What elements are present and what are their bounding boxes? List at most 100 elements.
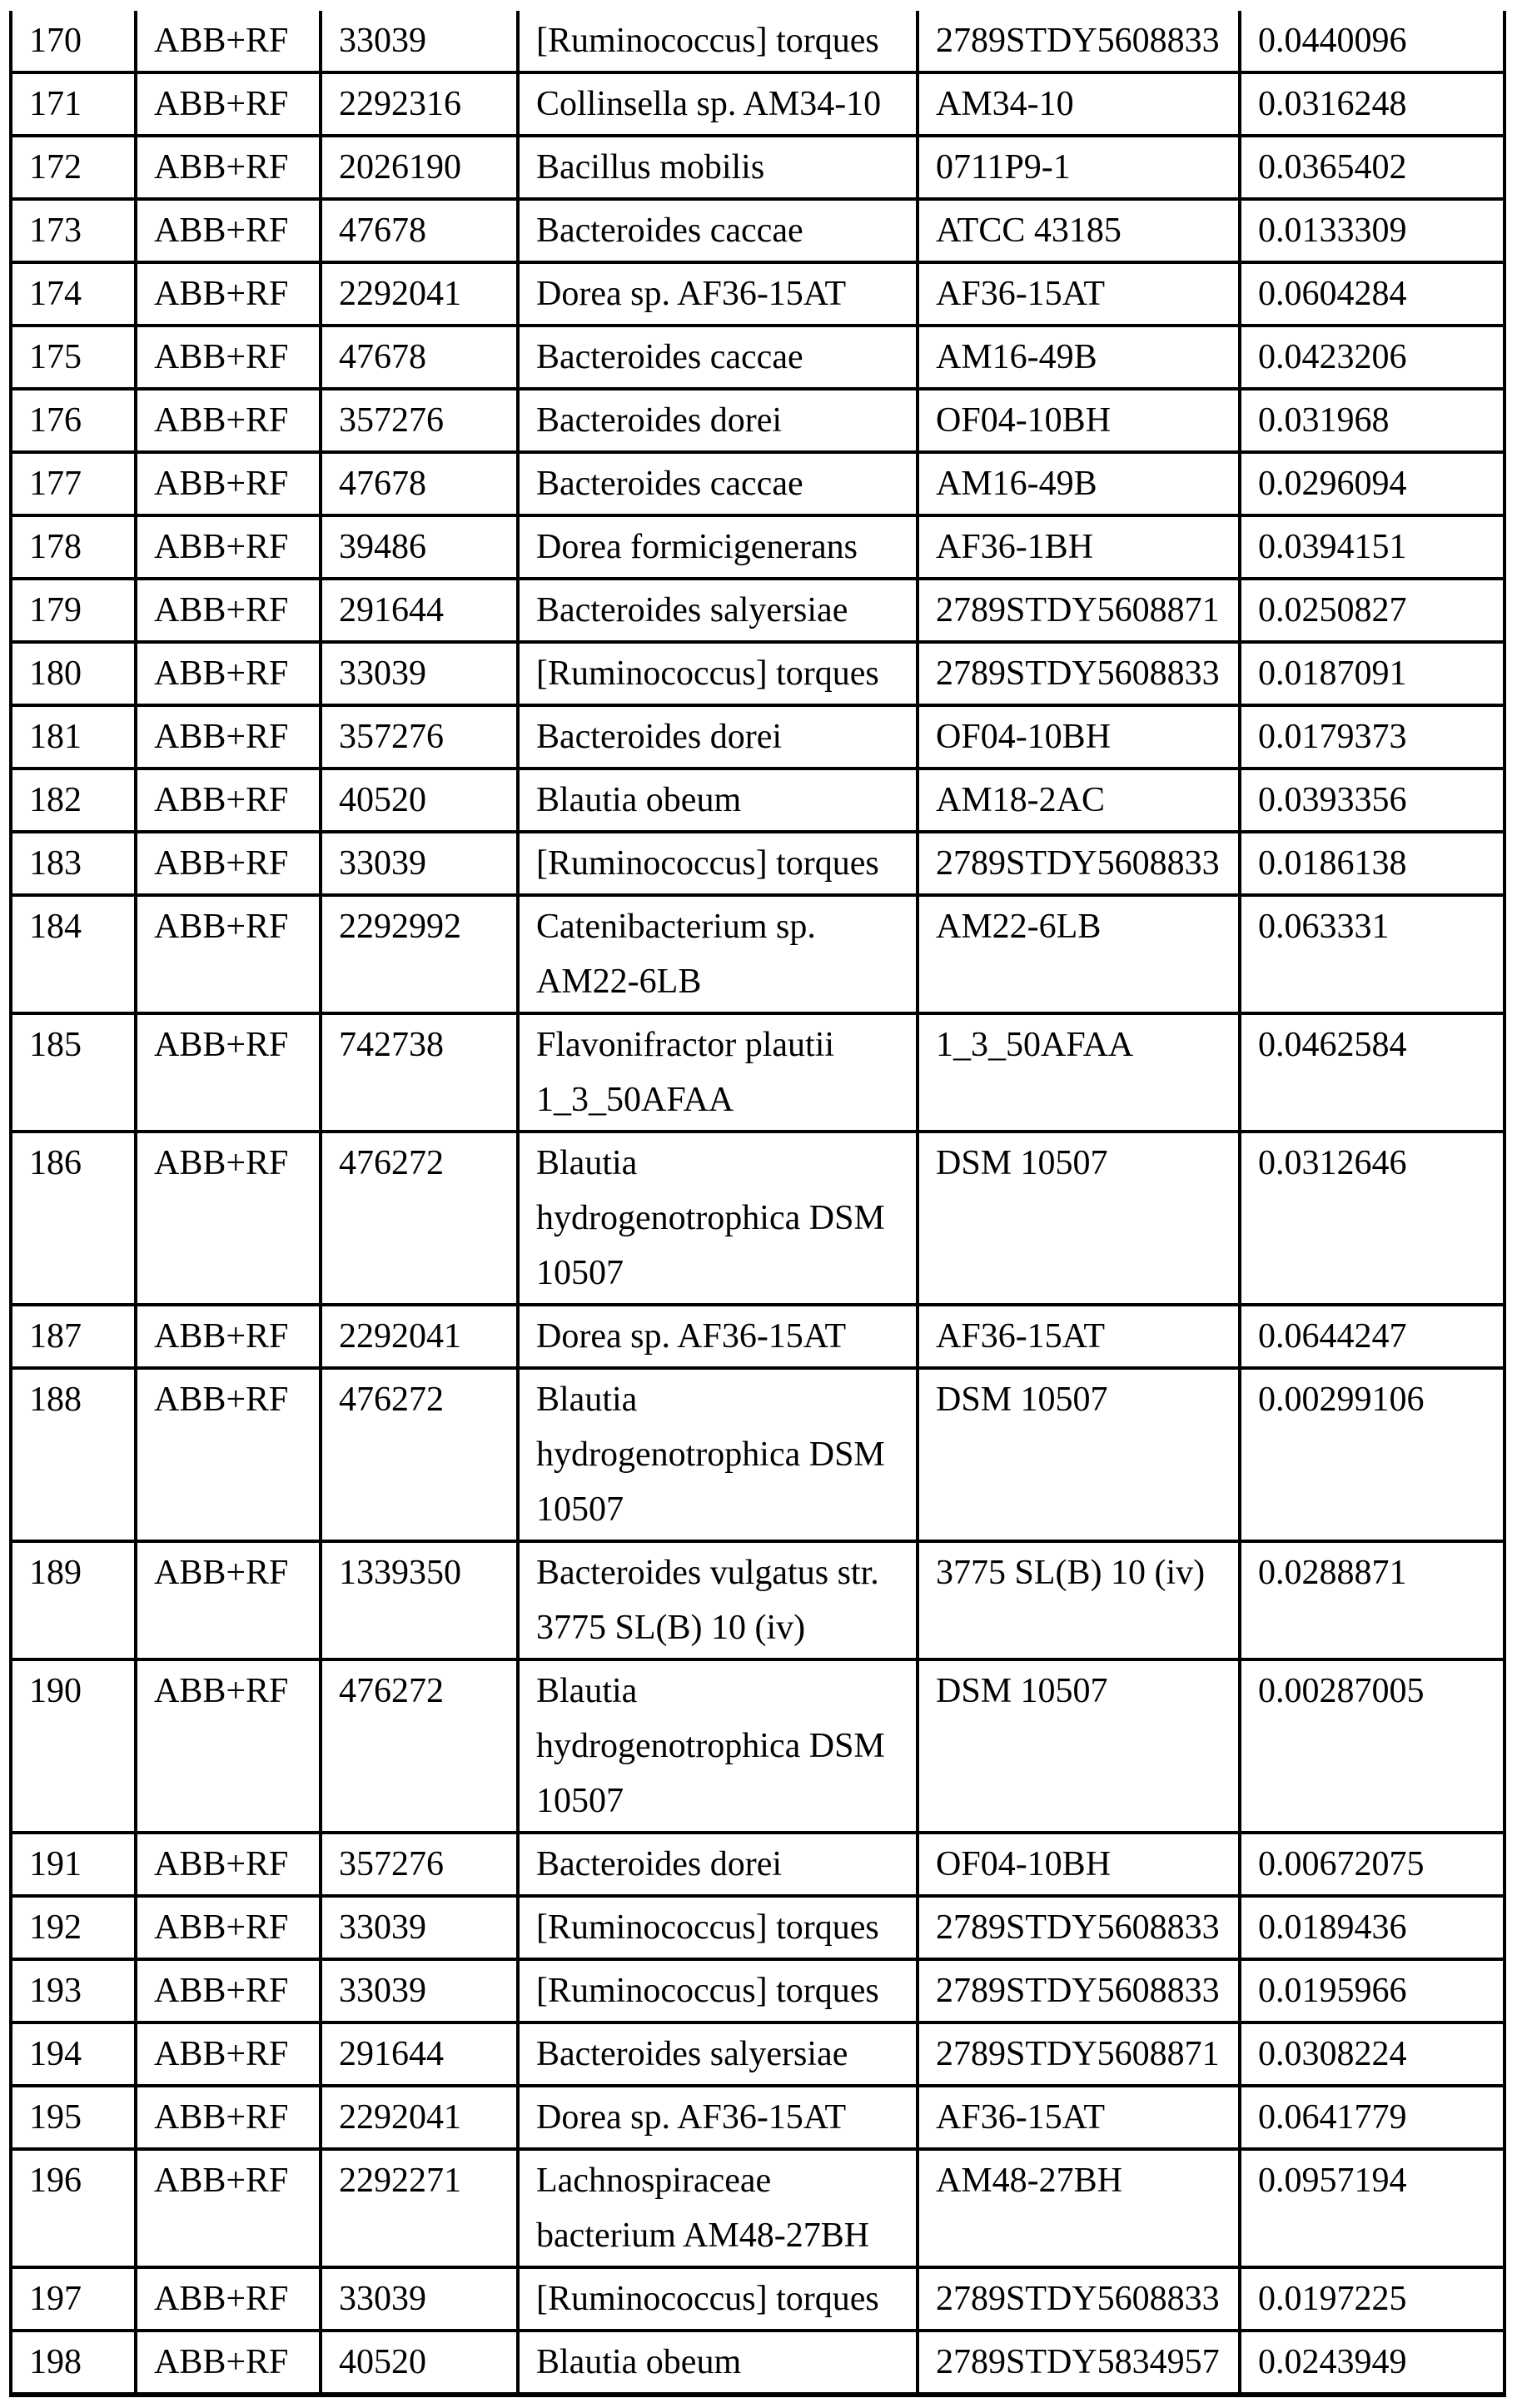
cell-taxid: 2292041 (319, 2084, 520, 2151)
table-row: 196 ABB+RF 2292271 Lachnospiraceae bacte… (9, 2147, 1506, 2269)
cell-row-number: 171 (9, 71, 137, 137)
cell-row-number: 194 (9, 2021, 137, 2087)
cell-value: 0.0197225 (1238, 2266, 1506, 2332)
table-row: 176 ABB+RF 357276 Bacteroides dorei OF04… (9, 387, 1506, 454)
cell-taxid: 2292271 (319, 2147, 520, 2269)
cell-taxid: 2026190 (319, 134, 520, 201)
cell-value: 0.0316248 (1238, 71, 1506, 137)
cell-strain: 2789STDY5608833 (916, 11, 1241, 74)
cell-group: ABB+RF (134, 893, 322, 1015)
cell-value: 0.00672075 (1238, 1831, 1506, 1898)
cell-taxid: 33039 (319, 640, 520, 707)
cell-row-number: 184 (9, 893, 137, 1015)
cell-value: 0.0186138 (1238, 830, 1506, 897)
cell-group: ABB+RF (134, 261, 322, 327)
cell-group: ABB+RF (134, 1540, 322, 1661)
cell-species: Collinsella sp. AM34-10 (516, 71, 919, 137)
strain-abundance-table: 170 ABB+RF 33039 [Ruminococcus] torques … (9, 11, 1506, 2397)
cell-species: Dorea sp. AF36-15AT (516, 1303, 919, 1370)
cell-row-number: 176 (9, 387, 137, 454)
cell-row-number: 196 (9, 2147, 137, 2269)
table-row: 178 ABB+RF 39486 Dorea formicigenerans A… (9, 514, 1506, 580)
cell-group: ABB+RF (134, 1958, 322, 2024)
cell-species: Bacteroides salyersiae (516, 2021, 919, 2087)
cell-species: [Ruminococcus] torques (516, 2266, 919, 2332)
cell-group: ABB+RF (134, 1303, 322, 1370)
cell-group: ABB+RF (134, 11, 322, 74)
cell-row-number: 191 (9, 1831, 137, 1898)
cell-value: 0.0250827 (1238, 577, 1506, 644)
cell-taxid: 2292992 (319, 893, 520, 1015)
table-row: 181 ABB+RF 357276 Bacteroides dorei OF04… (9, 704, 1506, 770)
cell-group: ABB+RF (134, 1831, 322, 1898)
cell-species: Lachnospiraceae bacterium AM48-27BH (516, 2147, 919, 2269)
cell-group: ABB+RF (134, 2021, 322, 2087)
cell-group: ABB+RF (134, 1130, 322, 1306)
cell-row-number: 183 (9, 830, 137, 897)
cell-strain: AF36-15AT (916, 2084, 1241, 2151)
cell-row-number: 179 (9, 577, 137, 644)
table-row: 191 ABB+RF 357276 Bacteroides dorei OF04… (9, 1831, 1506, 1898)
cell-species: Bacteroides dorei (516, 387, 919, 454)
cell-row-number: 189 (9, 1540, 137, 1661)
cell-group: ABB+RF (134, 704, 322, 770)
cell-value: 0.00299106 (1238, 1366, 1506, 1543)
cell-strain: AM34-10 (916, 71, 1241, 137)
cell-value: 0.0187091 (1238, 640, 1506, 707)
cell-strain: AM22-6LB (916, 893, 1241, 1015)
cell-taxid: 476272 (319, 1366, 520, 1543)
cell-species: [Ruminococcus] torques (516, 1894, 919, 1961)
cell-group: ABB+RF (134, 514, 322, 580)
cell-row-number: 187 (9, 1303, 137, 1370)
cell-strain: 1_3_50AFAA (916, 1012, 1241, 1133)
cell-strain: DSM 10507 (916, 1658, 1241, 1834)
cell-value: 0.031968 (1238, 387, 1506, 454)
table-row: 195 ABB+RF 2292041 Dorea sp. AF36-15AT A… (9, 2084, 1506, 2151)
cell-value: 0.0644247 (1238, 1303, 1506, 1370)
table-row: 170 ABB+RF 33039 [Ruminococcus] torques … (9, 11, 1506, 74)
cell-group: ABB+RF (134, 2329, 322, 2396)
cell-row-number: 177 (9, 450, 137, 517)
cell-species: Bacteroides salyersiae (516, 577, 919, 644)
cell-value: 0.0393356 (1238, 767, 1506, 833)
cell-species: Blautia obeum (516, 2329, 919, 2396)
cell-species: Bacillus mobilis (516, 134, 919, 201)
cell-taxid: 47678 (319, 197, 520, 264)
cell-value: 0.00287005 (1238, 1658, 1506, 1834)
cell-taxid: 291644 (319, 577, 520, 644)
cell-strain: 2789STDY5608833 (916, 830, 1241, 897)
cell-row-number: 170 (9, 11, 137, 74)
cell-taxid: 476272 (319, 1658, 520, 1834)
table-row: 183 ABB+RF 33039 [Ruminococcus] torques … (9, 830, 1506, 897)
cell-strain: 2789STDY5834957 (916, 2329, 1241, 2396)
cell-value: 0.0957194 (1238, 2147, 1506, 2269)
table-row: 174 ABB+RF 2292041 Dorea sp. AF36-15AT A… (9, 261, 1506, 327)
cell-taxid: 476272 (319, 1130, 520, 1306)
cell-row-number: 173 (9, 197, 137, 264)
cell-group: ABB+RF (134, 577, 322, 644)
cell-group: ABB+RF (134, 767, 322, 833)
table-row: 198 ABB+RF 40520 Blautia obeum 2789STDY5… (9, 2329, 1506, 2396)
cell-value: 0.0133309 (1238, 197, 1506, 264)
cell-strain: AF36-15AT (916, 1303, 1241, 1370)
cell-taxid: 33039 (319, 2266, 520, 2332)
cell-value: 0.0312646 (1238, 1130, 1506, 1306)
cell-row-number: 186 (9, 1130, 137, 1306)
cell-strain: DSM 10507 (916, 1366, 1241, 1543)
cell-row-number: 192 (9, 1894, 137, 1961)
cell-group: ABB+RF (134, 134, 322, 201)
cell-value: 0.0440096 (1238, 11, 1506, 74)
cell-group: ABB+RF (134, 71, 322, 137)
cell-strain: ATCC 43185 (916, 197, 1241, 264)
cell-taxid: 33039 (319, 830, 520, 897)
cell-taxid: 357276 (319, 704, 520, 770)
cell-strain: OF04-10BH (916, 1831, 1241, 1898)
cell-taxid: 33039 (319, 1894, 520, 1961)
cell-row-number: 175 (9, 324, 137, 391)
cell-group: ABB+RF (134, 830, 322, 897)
cell-strain: DSM 10507 (916, 1130, 1241, 1306)
cell-group: ABB+RF (134, 2084, 322, 2151)
cell-strain: AM16-49B (916, 450, 1241, 517)
cell-value: 0.0604284 (1238, 261, 1506, 327)
